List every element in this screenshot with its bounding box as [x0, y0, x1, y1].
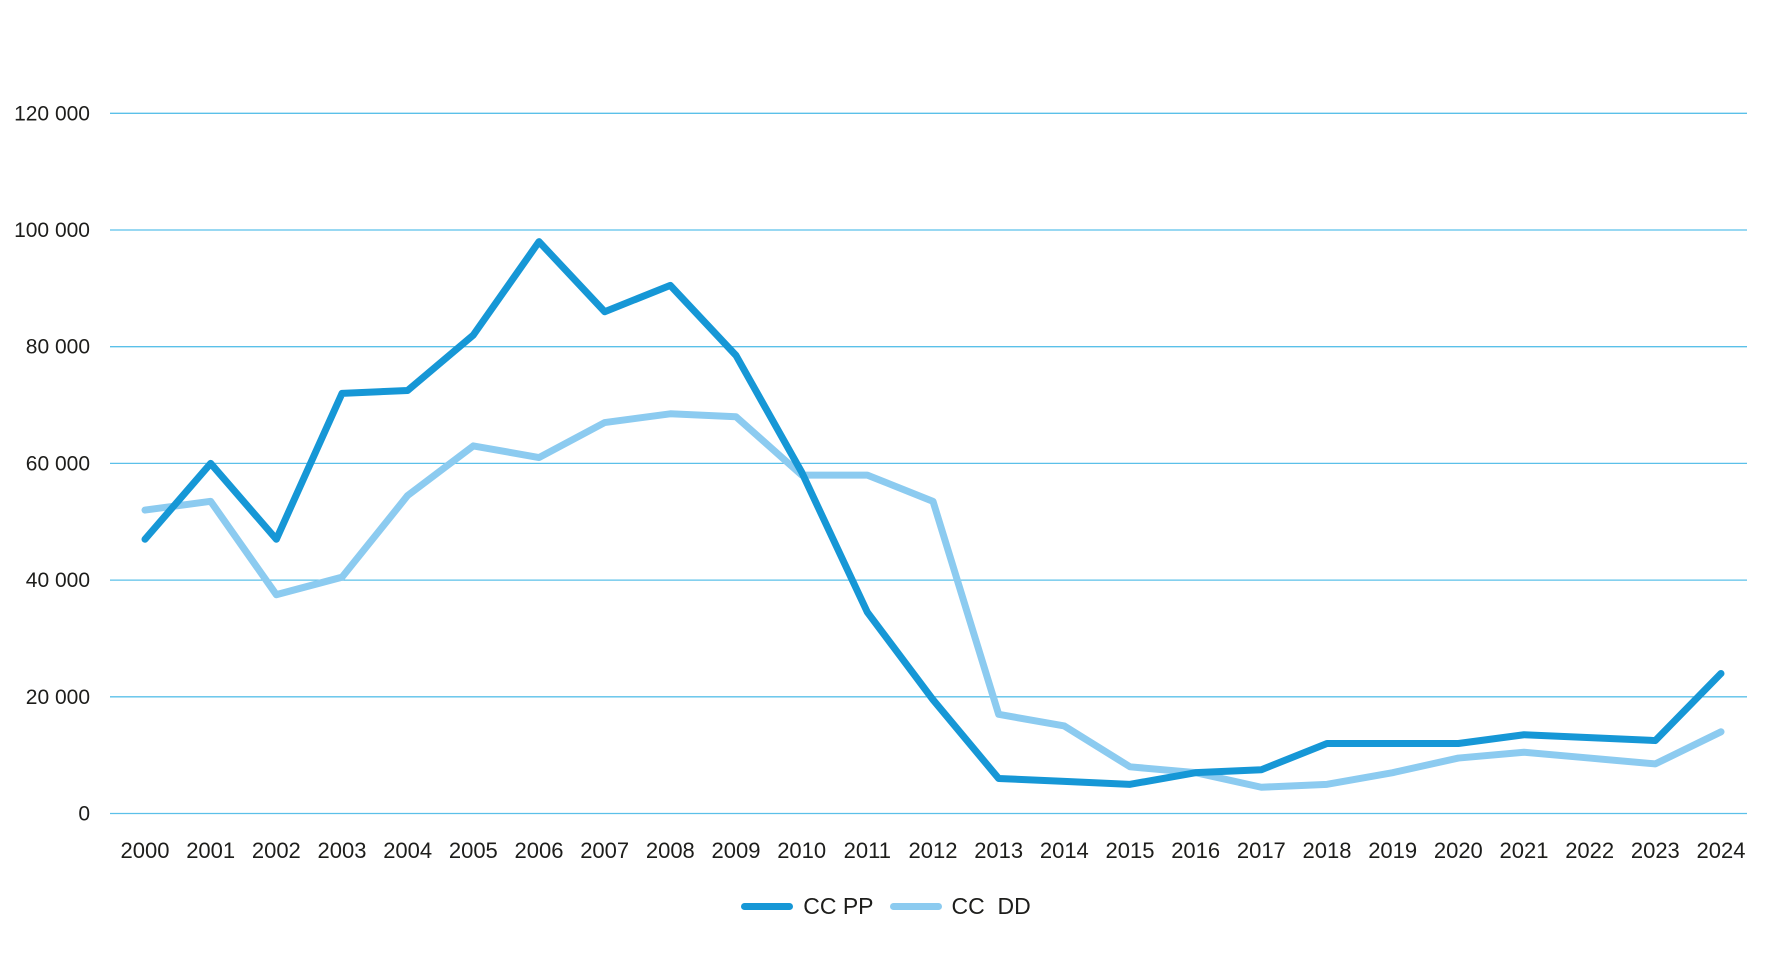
y-axis-tick-label: 40 000 — [26, 569, 90, 592]
x-axis-tick-label: 2003 — [318, 838, 367, 863]
legend-swatch-icon — [741, 902, 794, 910]
x-axis-tick-label: 2011 — [844, 838, 891, 863]
legend-label: CC PP — [803, 892, 874, 919]
legend-swatch-icon — [889, 902, 942, 910]
x-axis-tick-label: 2004 — [383, 838, 432, 863]
x-axis-tick-label: 2007 — [580, 838, 629, 863]
y-axis-tick-label: 60 000 — [26, 452, 90, 475]
x-axis-tick-label: 2024 — [1697, 838, 1746, 863]
y-axis-tick-label: 0 — [78, 803, 90, 826]
x-axis-tick-label: 2017 — [1237, 838, 1286, 863]
x-axis-tick-label: 2010 — [777, 838, 826, 863]
series-line-cc-pp — [141, 238, 1725, 788]
x-axis-tick-label: 2006 — [515, 838, 564, 863]
series-line-cc-dd — [141, 410, 1725, 791]
x-axis-tick-label: 2001 — [186, 838, 235, 863]
x-axis-tick-label: 2008 — [646, 838, 695, 863]
x-axis-tick-label: 2021 — [1500, 838, 1549, 863]
x-axis-tick-label: 2015 — [1106, 838, 1155, 863]
x-axis-tick-label: 2000 — [121, 838, 170, 863]
y-axis-tick-label: 20 000 — [26, 686, 90, 709]
y-axis-tick-label: 120 000 — [14, 102, 90, 125]
y-axis-tick-label: 80 000 — [26, 336, 90, 359]
legend-item-cc-dd: CC DD — [889, 892, 1031, 920]
x-axis-tick-label: 2012 — [909, 838, 958, 863]
x-axis-tick-label: 2014 — [1040, 838, 1089, 863]
chart-legend: CC PP CC DD — [0, 889, 1772, 923]
x-axis-tick-label: 2009 — [712, 838, 761, 863]
x-axis-tick-label: 2016 — [1171, 838, 1220, 863]
chart-plot-area: 0 20 000 40 000 60 000 80 000 100 000 120 000 2… — [14, 102, 1747, 863]
legend-label: CC DD — [951, 892, 1031, 919]
x-axis-tick-label: 2019 — [1368, 838, 1417, 863]
x-axis-tick-label: 2002 — [252, 838, 301, 863]
y-axis-tick-label: 100 000 — [14, 219, 90, 242]
x-axis-tick-label: 2022 — [1565, 838, 1614, 863]
x-axis-tick-label: 2023 — [1631, 838, 1680, 863]
x-axis-tick-label: 2018 — [1303, 838, 1352, 863]
x-axis-tick-label: 2013 — [974, 838, 1023, 863]
x-axis-tick-label: 2020 — [1434, 838, 1483, 863]
x-axis-tick-label: 2005 — [449, 838, 498, 863]
legend-item-cc-pp: CC PP — [741, 892, 874, 920]
